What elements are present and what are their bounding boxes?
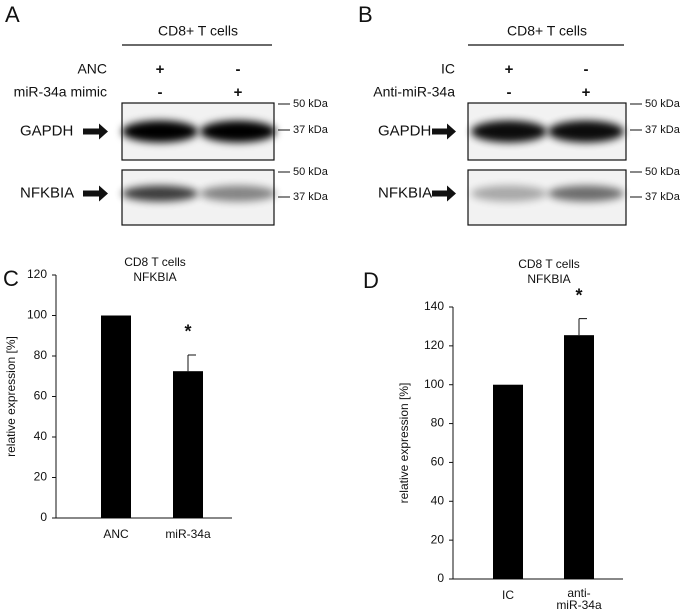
marker-label: 37 kDa — [293, 124, 329, 136]
y-tick-label: 80 — [34, 348, 48, 362]
chart-title: CD8 T cells — [518, 257, 580, 271]
y-tick-label: 0 — [40, 510, 47, 524]
significance-mark: * — [575, 285, 582, 305]
y-tick-label: 100 — [27, 308, 47, 322]
condition-label: ANC — [77, 61, 107, 77]
y-tick-label: 0 — [437, 571, 444, 585]
arrow — [432, 185, 456, 202]
y-tick-label: 20 — [34, 470, 48, 484]
blot-band — [548, 120, 624, 143]
marker-label: 50 kDa — [293, 98, 329, 110]
y-tick-label: 60 — [34, 389, 48, 403]
y-tick-label: 20 — [431, 532, 445, 546]
condition-label: IC — [441, 61, 455, 77]
arrow — [432, 123, 456, 140]
blot-label: NFKBIA — [20, 184, 74, 201]
condition-label: miR-34a mimic — [14, 84, 107, 100]
y-axis-label: relative expression [%] — [4, 336, 18, 457]
panel-letter: B — [358, 2, 373, 27]
x-tick-label: miR-34a — [165, 527, 211, 541]
condition-mark: - — [158, 84, 163, 101]
blot-band — [471, 120, 547, 143]
arrow — [83, 123, 108, 140]
marker-label: 37 kDa — [645, 124, 681, 136]
blot-band — [200, 120, 276, 143]
bar — [173, 371, 203, 518]
condition-mark: + — [505, 61, 514, 78]
panel-letter: D — [363, 268, 379, 293]
bar — [493, 384, 523, 579]
blot-band — [548, 185, 624, 202]
bar — [101, 315, 131, 518]
condition-mark: + — [156, 61, 165, 78]
arrow — [83, 185, 108, 202]
y-tick-label: 120 — [424, 338, 444, 352]
marker-label: 37 kDa — [293, 191, 329, 203]
x-tick-label: anti-miR-34a — [556, 586, 602, 611]
blot-label: GAPDH — [378, 122, 431, 139]
chart-subtitle: NFKBIA — [527, 272, 570, 286]
y-tick-label: 40 — [431, 493, 445, 507]
bar — [564, 335, 594, 579]
y-tick-label: 100 — [424, 377, 444, 391]
x-tick-label: IC — [502, 588, 514, 602]
condition-mark: + — [234, 84, 243, 101]
blot-label: GAPDH — [20, 122, 73, 139]
chart-title: CD8 T cells — [124, 255, 186, 269]
blot-band — [122, 120, 198, 143]
blot-header: CD8+ T cells — [158, 23, 238, 39]
condition-mark: + — [582, 84, 591, 101]
blot-band — [122, 185, 198, 202]
condition-mark: - — [584, 61, 589, 78]
panel-letter: C — [3, 266, 19, 291]
marker-label: 50 kDa — [645, 166, 681, 178]
panel-letter: A — [5, 2, 20, 27]
y-tick-label: 60 — [431, 455, 445, 469]
marker-label: 50 kDa — [645, 98, 681, 110]
y-tick-label: 40 — [34, 429, 48, 443]
y-tick-label: 120 — [27, 267, 47, 281]
y-tick-label: 140 — [424, 299, 444, 313]
error-bar — [578, 318, 587, 336]
y-axis-label: relative expression [%] — [397, 383, 411, 504]
condition-mark: - — [236, 61, 241, 78]
condition-mark: - — [507, 84, 512, 101]
marker-label: 50 kDa — [293, 166, 329, 178]
x-tick-label: ANC — [103, 527, 129, 541]
marker-label: 37 kDa — [645, 191, 681, 203]
condition-label: Anti-miR-34a — [373, 84, 455, 100]
blot-band — [471, 185, 547, 202]
significance-mark: * — [184, 322, 191, 342]
y-tick-label: 80 — [431, 416, 445, 430]
blot-label: NFKBIA — [378, 184, 432, 201]
chart-subtitle: NFKBIA — [133, 270, 176, 284]
error-bar — [187, 354, 196, 372]
blot-band — [200, 185, 276, 202]
blot-header: CD8+ T cells — [507, 23, 587, 39]
